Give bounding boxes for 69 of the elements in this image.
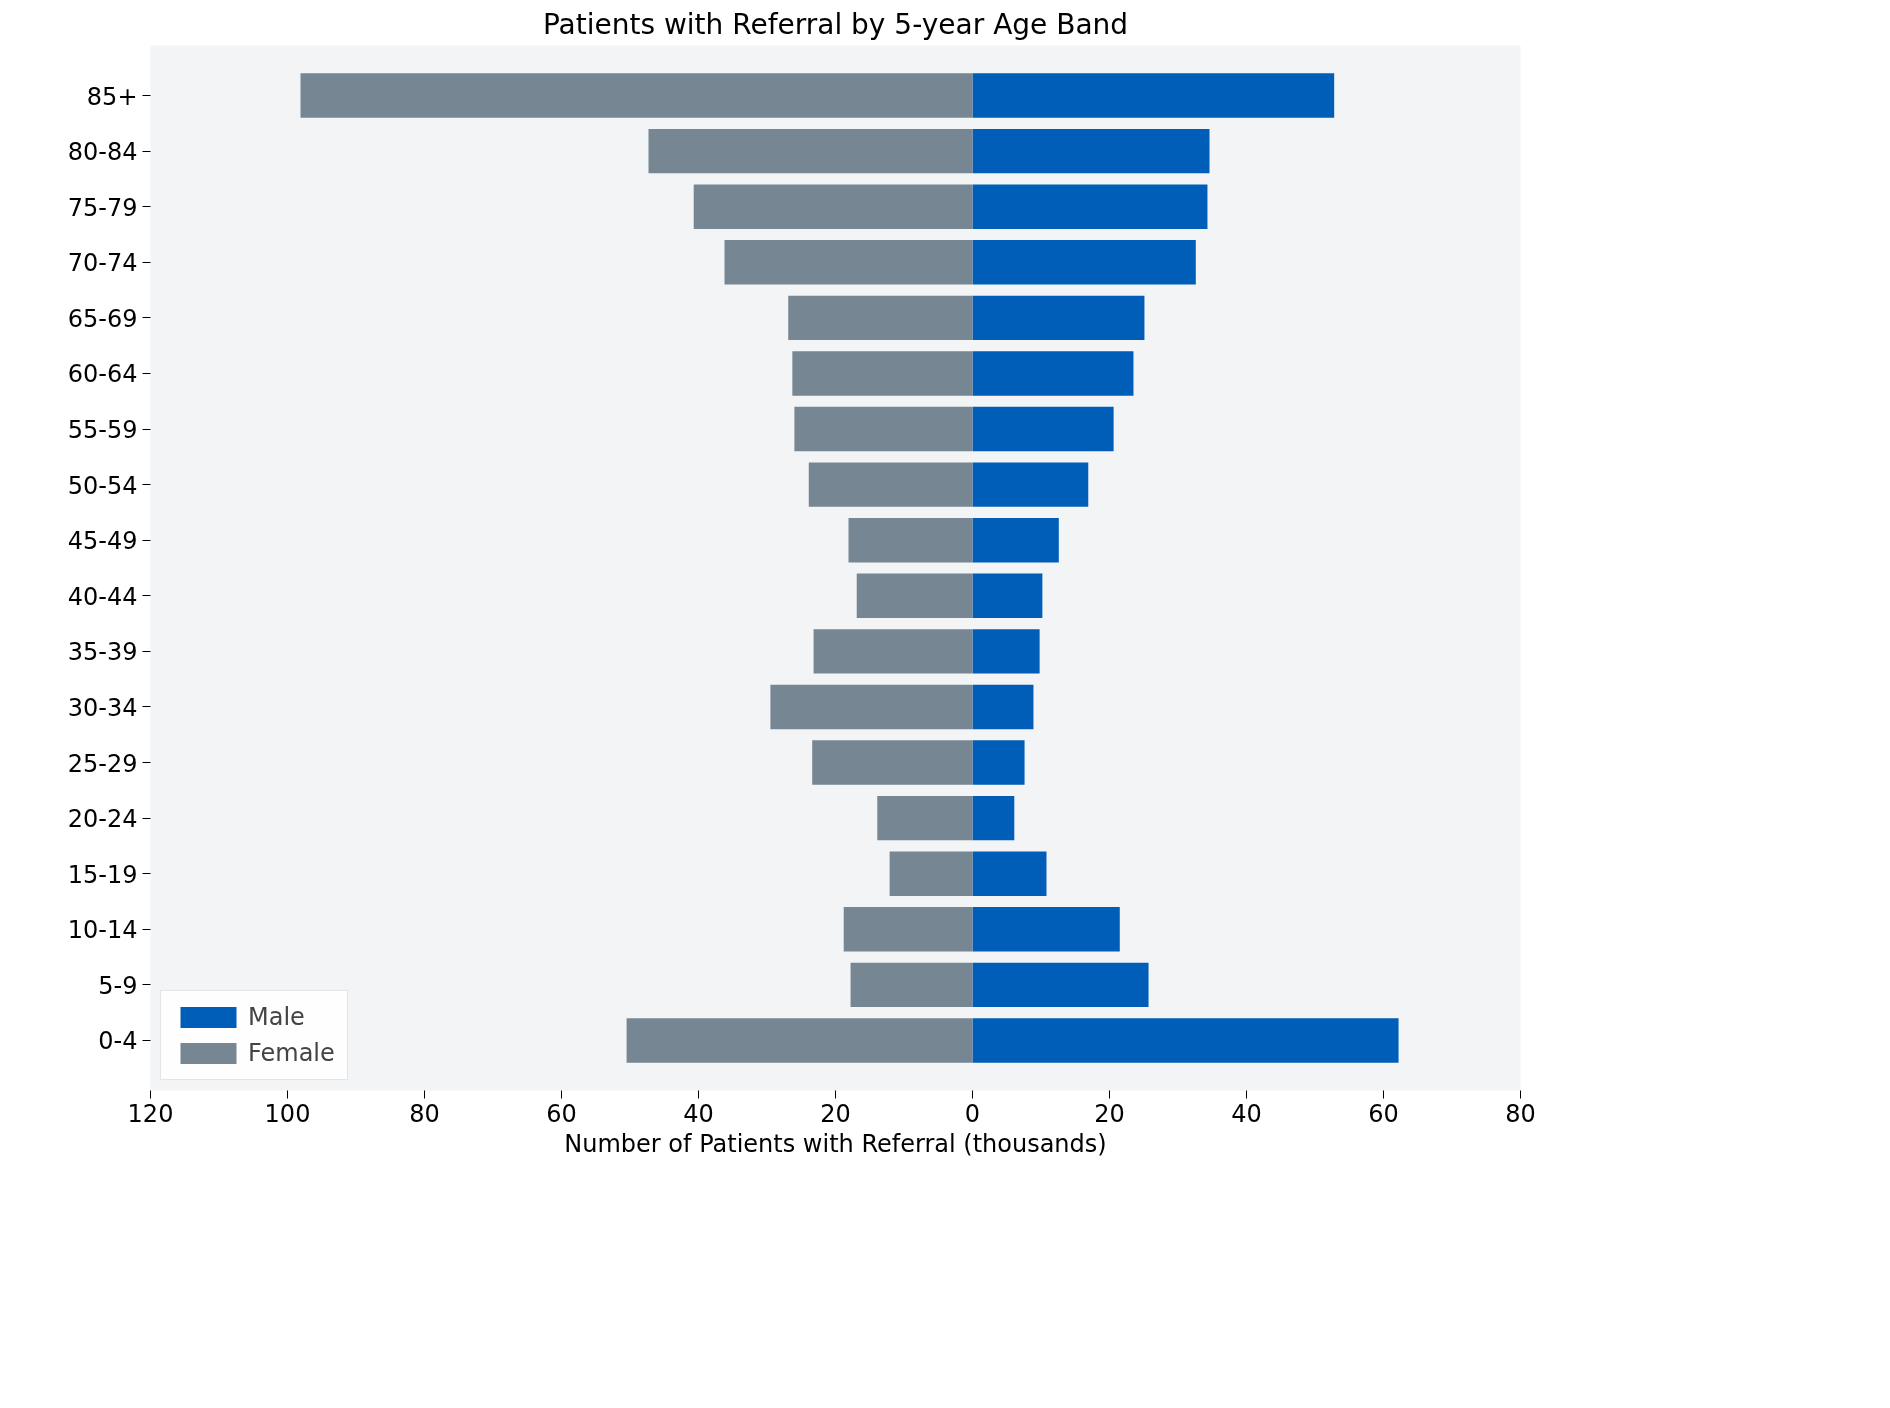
bar bbox=[792, 351, 973, 396]
y-tick-label: 5-9 bbox=[98, 971, 138, 1000]
bar bbox=[300, 73, 973, 118]
y-tick-label: 70-74 bbox=[67, 249, 138, 278]
bar bbox=[972, 462, 1089, 507]
x-axis-title: Number of Patients with Referral (thousands) bbox=[564, 1129, 1107, 1158]
bar bbox=[972, 351, 1134, 396]
bar bbox=[972, 406, 1114, 452]
chart-title: Patients with Referral by 5-year Age Band bbox=[542, 7, 1129, 41]
legend-label: Female bbox=[248, 1039, 335, 1067]
bar bbox=[626, 1018, 973, 1063]
bar bbox=[850, 962, 973, 1008]
bar bbox=[648, 128, 973, 174]
y-tick-label: 0-4 bbox=[98, 1027, 138, 1056]
bar bbox=[877, 795, 973, 841]
bar bbox=[972, 684, 1034, 730]
x-tick-label: 120 bbox=[127, 1099, 174, 1128]
bar bbox=[972, 740, 1025, 785]
x-tick-label: 40 bbox=[1231, 1099, 1262, 1128]
x-tick-label: 20 bbox=[820, 1099, 851, 1128]
bar bbox=[808, 462, 973, 507]
legend-label: Male bbox=[248, 1003, 305, 1031]
x-tick-label: 0 bbox=[964, 1099, 981, 1128]
bar bbox=[972, 629, 1040, 674]
y-tick-label: 20-24 bbox=[67, 805, 138, 834]
bar bbox=[972, 1018, 1399, 1063]
bar bbox=[843, 907, 973, 952]
y-tick-label: 55-59 bbox=[67, 416, 138, 445]
x-tick-label: 40 bbox=[683, 1099, 714, 1128]
bar bbox=[972, 295, 1145, 341]
y-tick-label: 15-19 bbox=[67, 860, 138, 889]
y-tick-label: 35-39 bbox=[67, 638, 138, 667]
bar bbox=[972, 795, 1015, 841]
y-tick-label: 25-29 bbox=[67, 749, 138, 778]
bar bbox=[972, 962, 1149, 1008]
y-tick-label: 40-44 bbox=[67, 582, 138, 611]
bar bbox=[972, 73, 1335, 118]
bar bbox=[972, 128, 1210, 174]
y-tick-label: 80-84 bbox=[67, 138, 138, 167]
bar bbox=[972, 851, 1047, 896]
y-tick-label: 50-54 bbox=[67, 471, 138, 500]
bar bbox=[788, 295, 973, 341]
bar bbox=[856, 573, 973, 619]
y-tick-label: 10-14 bbox=[67, 916, 138, 945]
bar bbox=[848, 517, 973, 563]
bar bbox=[972, 517, 1059, 563]
bar bbox=[972, 573, 1043, 619]
bar bbox=[972, 907, 1120, 952]
y-tick-label: 30-34 bbox=[67, 693, 138, 722]
bar bbox=[794, 406, 973, 452]
x-tick-label: 20 bbox=[1094, 1099, 1125, 1128]
y-tick-label: 60-64 bbox=[67, 360, 138, 389]
bar bbox=[972, 184, 1208, 229]
y-tick-label: 65-69 bbox=[67, 304, 138, 333]
x-tick-label: 100 bbox=[264, 1099, 311, 1128]
bar bbox=[812, 740, 973, 785]
bar bbox=[770, 684, 973, 730]
y-tick-label: 45-49 bbox=[67, 527, 138, 556]
bar bbox=[889, 851, 973, 896]
bar bbox=[813, 629, 973, 674]
bar bbox=[693, 184, 973, 229]
bar bbox=[724, 240, 973, 285]
y-tick-label: 85+ bbox=[86, 82, 138, 111]
x-tick-label: 60 bbox=[1368, 1099, 1399, 1128]
bar bbox=[972, 240, 1196, 285]
y-tick-label: 75-79 bbox=[67, 193, 138, 222]
x-tick-label: 80 bbox=[1505, 1099, 1536, 1128]
x-tick-label: 60 bbox=[546, 1099, 577, 1128]
x-tick-label: 80 bbox=[409, 1099, 440, 1128]
